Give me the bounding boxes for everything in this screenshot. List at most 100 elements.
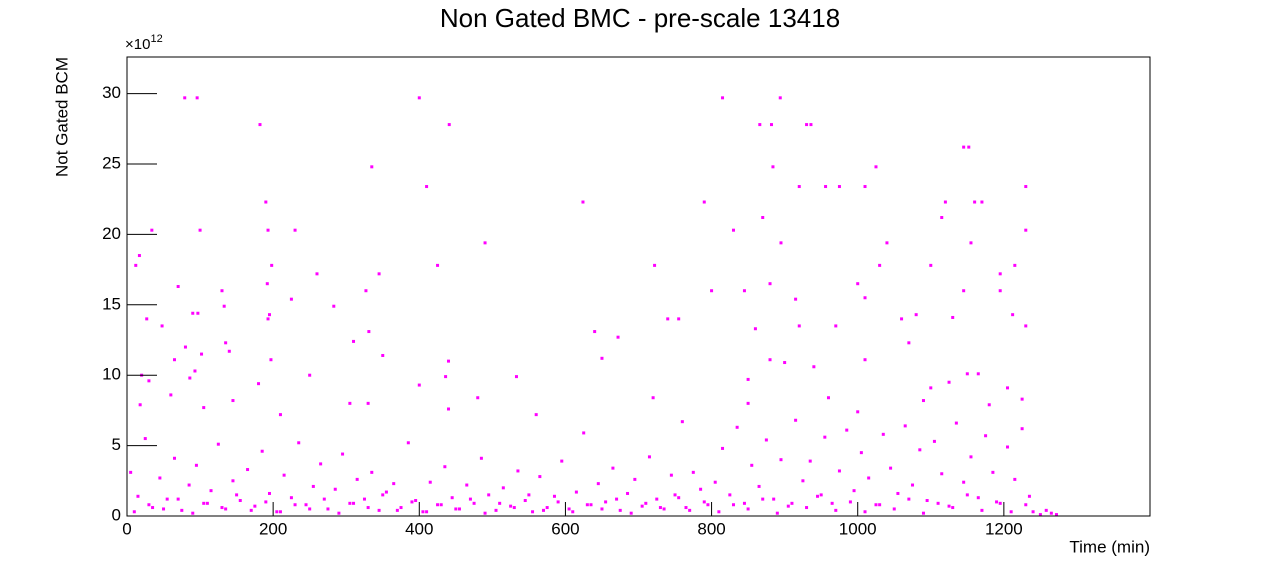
point [352, 339, 356, 343]
point [907, 341, 911, 345]
point [1024, 503, 1028, 507]
point [604, 500, 608, 504]
point [710, 289, 714, 293]
point [1024, 185, 1028, 189]
point [764, 438, 768, 442]
point [447, 359, 451, 363]
point [304, 503, 308, 507]
point [596, 482, 600, 486]
point [195, 96, 199, 100]
point [731, 228, 735, 232]
point [257, 382, 261, 386]
point [848, 500, 852, 504]
point [399, 506, 403, 510]
point [987, 403, 991, 407]
point [742, 289, 746, 293]
point [574, 490, 578, 494]
point [366, 506, 370, 510]
point [728, 493, 732, 497]
point [967, 145, 971, 149]
point [688, 508, 692, 512]
point [348, 501, 352, 505]
point [823, 435, 827, 439]
point [907, 497, 911, 501]
point [439, 503, 443, 507]
point [702, 200, 706, 204]
point [1049, 511, 1053, 515]
point [585, 503, 589, 507]
point [410, 500, 414, 504]
point [976, 496, 980, 500]
point [655, 497, 659, 501]
point [653, 263, 657, 267]
point [947, 380, 951, 384]
point [600, 507, 604, 511]
point [258, 123, 262, 127]
point [191, 311, 195, 315]
point [483, 241, 487, 245]
point [1024, 324, 1028, 328]
point [1020, 397, 1024, 401]
point [768, 358, 772, 362]
point [297, 441, 301, 445]
point [753, 327, 757, 331]
point [136, 494, 140, 498]
point [965, 372, 969, 376]
point [425, 510, 429, 514]
point [151, 506, 155, 510]
point [809, 123, 813, 127]
y-tick-label: 20 [102, 224, 121, 243]
point [193, 369, 197, 373]
y-tick-label: 25 [102, 153, 121, 172]
point [582, 431, 586, 435]
point [980, 200, 984, 204]
point [200, 352, 204, 356]
point [370, 470, 374, 474]
point [366, 401, 370, 405]
point [812, 365, 816, 369]
point [417, 96, 421, 100]
point [414, 499, 418, 503]
point [1031, 510, 1035, 514]
x-tick-label: 600 [551, 519, 579, 538]
point [498, 501, 502, 505]
point [362, 497, 366, 501]
point [266, 228, 270, 232]
point [943, 200, 947, 204]
point [885, 241, 889, 245]
point [542, 508, 546, 512]
point [721, 446, 725, 450]
point [425, 185, 429, 189]
point [377, 508, 381, 512]
point [231, 399, 235, 403]
point [746, 401, 750, 405]
point [1006, 386, 1010, 390]
point [921, 511, 925, 515]
point [191, 511, 195, 515]
point [202, 406, 206, 410]
point [1013, 477, 1017, 481]
point [162, 507, 166, 511]
point [951, 315, 955, 319]
point [270, 263, 274, 267]
point [384, 490, 388, 494]
point [465, 483, 469, 487]
point [209, 489, 213, 493]
point [278, 413, 282, 417]
point [315, 272, 319, 276]
point [129, 470, 133, 474]
point [772, 497, 776, 501]
point [581, 200, 585, 204]
point [611, 466, 615, 470]
point [443, 465, 447, 469]
point [797, 324, 801, 328]
point [1054, 513, 1058, 517]
point [381, 353, 385, 357]
point [673, 493, 677, 497]
point [1044, 508, 1048, 512]
point [819, 493, 823, 497]
point [962, 289, 966, 293]
point [1020, 427, 1024, 431]
point [647, 455, 651, 459]
